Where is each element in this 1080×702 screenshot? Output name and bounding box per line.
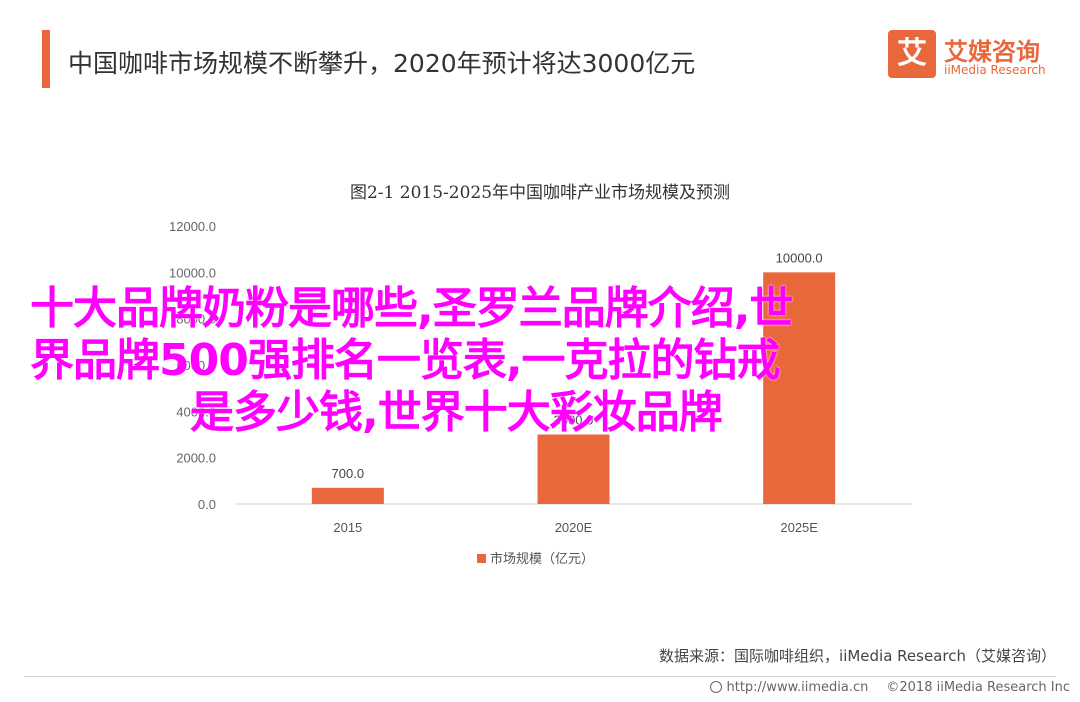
data-source: 数据来源：国际咖啡组织，iiMedia Research（艾媒咨询） <box>659 647 1056 665</box>
bar-data-label: 3000.0 <box>554 413 594 428</box>
bar <box>311 487 384 504</box>
y-tick-label: 0.0 <box>198 497 216 512</box>
overlay-text-line-3: 是多少钱,世界十大彩妆品牌 <box>190 387 723 438</box>
bar-data-label: 10000.0 <box>776 250 823 265</box>
y-tick-label: 8000.0 <box>176 312 216 327</box>
legend-swatch <box>477 554 486 563</box>
bar <box>537 434 610 504</box>
chart-title: 图2-1 2015-2025年中国咖啡产业市场规模及预测 <box>349 183 731 203</box>
bar-data-label: 700.0 <box>332 466 365 481</box>
legend-label: 市场规模（亿元） <box>490 551 594 566</box>
footer-url[interactable]: http://www.iimedia.cn <box>726 680 869 695</box>
overlay-text-line-2: 界品牌500强排名一览表,一克拉的钻戒 <box>30 335 781 386</box>
footer-copyright: ©2018 iiMedia Research Inc <box>886 680 1070 695</box>
footer-divider <box>24 676 1056 677</box>
brand-logo: 艾 艾媒咨询 iiMedia Research <box>888 30 1058 82</box>
y-tick-label: 12000.0 <box>169 219 216 234</box>
y-tick-label: 2000.0 <box>176 451 216 466</box>
x-tick-label: 2015 <box>333 520 362 535</box>
globe-icon <box>710 681 723 693</box>
y-tick-label: 10000.0 <box>169 265 216 280</box>
bar <box>763 272 836 504</box>
overlay-text-line-1: 十大品牌奶粉是哪些,圣罗兰品牌介绍,世 <box>30 283 793 334</box>
y-tick-label: 6000.0 <box>176 358 216 373</box>
x-tick-label: 2025E <box>780 520 818 535</box>
header-accent-bar <box>42 30 50 88</box>
x-tick-label: 2020E <box>555 520 593 535</box>
y-tick-label: 4000.0 <box>176 404 216 419</box>
footer: http://www.iimedia.cn ©2018 iiMedia Resea… <box>710 680 1070 695</box>
page-title: 中国咖啡市场规模不断攀升，2020年预计将达3000亿元 <box>68 49 696 78</box>
logo-name-en: iiMedia Research <box>944 63 1046 77</box>
logo-mark-icon: 艾 <box>888 30 936 78</box>
logo-name-cn: 艾媒咨询 <box>944 38 1040 66</box>
